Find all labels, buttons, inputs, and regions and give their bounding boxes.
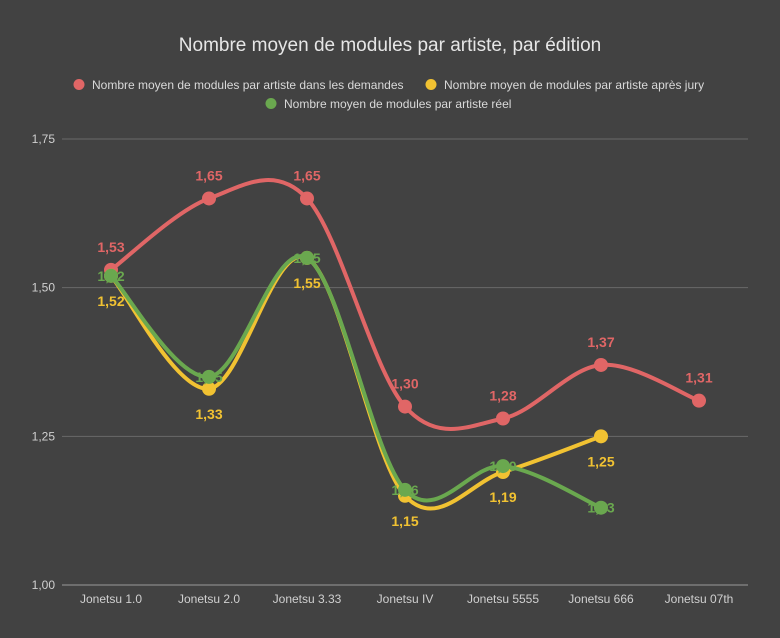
data-label-0: 1,31 xyxy=(685,370,712,386)
x-tick-label: Jonetsu 5555 xyxy=(467,592,539,606)
data-point-2[interactable] xyxy=(202,369,216,384)
y-tick-label: 1,25 xyxy=(32,429,56,443)
legend-item-0[interactable]: Nombre moyen de modules par artiste dans… xyxy=(73,78,404,92)
legend-label-1: Nombre moyen de modules par artiste aprè… xyxy=(444,78,704,92)
data-label-2: 1,52 xyxy=(97,268,124,284)
series-line-0 xyxy=(109,178,701,431)
legend-item-2[interactable]: Nombre moyen de modules par artiste réel xyxy=(265,97,512,111)
data-label-2: 1,13 xyxy=(587,500,614,516)
data-label-2: 1,16 xyxy=(391,482,418,498)
data-labels: 1,53 1,65 1,65 1,30 1,28 1,37 1,31 1,52 1,33 1,55… xyxy=(97,167,712,528)
data-label-1: 1,15 xyxy=(391,513,418,529)
legend-marker-2 xyxy=(265,98,277,109)
data-point-2[interactable] xyxy=(594,500,608,515)
legend-marker-1 xyxy=(425,79,437,90)
legend-marker-0 xyxy=(73,79,85,90)
data-point-0[interactable] xyxy=(398,399,412,414)
y-tick-label: 1,75 xyxy=(32,132,56,146)
data-label-2: 1,55 xyxy=(293,250,320,266)
data-point-2[interactable] xyxy=(398,482,412,497)
chart-title: Nombre moyen de modules par artiste, par… xyxy=(179,35,601,56)
y-tick-label: 1,00 xyxy=(32,578,56,592)
data-label-1: 1,19 xyxy=(489,489,516,505)
data-label-0: 1,65 xyxy=(195,167,222,183)
data-label-1: 1,33 xyxy=(195,406,222,422)
x-tick-label: Jonetsu IV xyxy=(377,592,434,606)
axes: 1,00 1,25 1,50 1,75 Jonetsu 1.0 Jonetsu 2.0 Jo… xyxy=(32,132,748,606)
data-label-0: 1,53 xyxy=(97,239,124,255)
data-point-0[interactable] xyxy=(496,411,510,426)
data-label-2: 1,35 xyxy=(195,369,222,385)
data-label-2: 1,20 xyxy=(489,458,516,474)
data-label-1: 1,52 xyxy=(97,293,124,309)
data-point-0[interactable] xyxy=(202,191,216,206)
x-tick-label: Jonetsu 07th xyxy=(665,592,734,606)
legend-item-1[interactable]: Nombre moyen de modules par artiste aprè… xyxy=(425,78,705,92)
data-point-2[interactable] xyxy=(104,268,118,283)
legend-label-2: Nombre moyen de modules par artiste réel xyxy=(284,97,511,111)
data-point-0[interactable] xyxy=(300,191,314,206)
data-point-1[interactable] xyxy=(202,381,216,396)
data-label-0: 1,65 xyxy=(293,167,320,183)
series-line-2 xyxy=(109,254,603,510)
x-tick-label: Jonetsu 1.0 xyxy=(80,592,142,606)
data-label-1: 1,25 xyxy=(587,453,614,469)
data-label-0: 1,37 xyxy=(587,334,614,350)
x-tick-label: Jonetsu 666 xyxy=(568,592,634,606)
x-tick-label: Jonetsu 2.0 xyxy=(178,592,240,606)
data-label-1: 1,55 xyxy=(293,275,320,291)
legend-label-0: Nombre moyen de modules par artiste dans… xyxy=(92,78,404,92)
x-tick-label: Jonetsu 3.33 xyxy=(273,592,342,606)
data-label-0: 1,28 xyxy=(489,387,516,403)
data-point-2[interactable] xyxy=(496,459,510,474)
data-label-0: 1,30 xyxy=(391,376,418,392)
data-point-0[interactable] xyxy=(692,393,706,408)
plot-area xyxy=(104,178,706,515)
data-point-1[interactable] xyxy=(594,429,608,444)
legend: Nombre moyen de modules par artiste dans… xyxy=(73,78,705,111)
y-tick-label: 1,50 xyxy=(32,281,56,295)
data-point-2[interactable] xyxy=(300,250,314,265)
data-point-0[interactable] xyxy=(594,357,608,372)
